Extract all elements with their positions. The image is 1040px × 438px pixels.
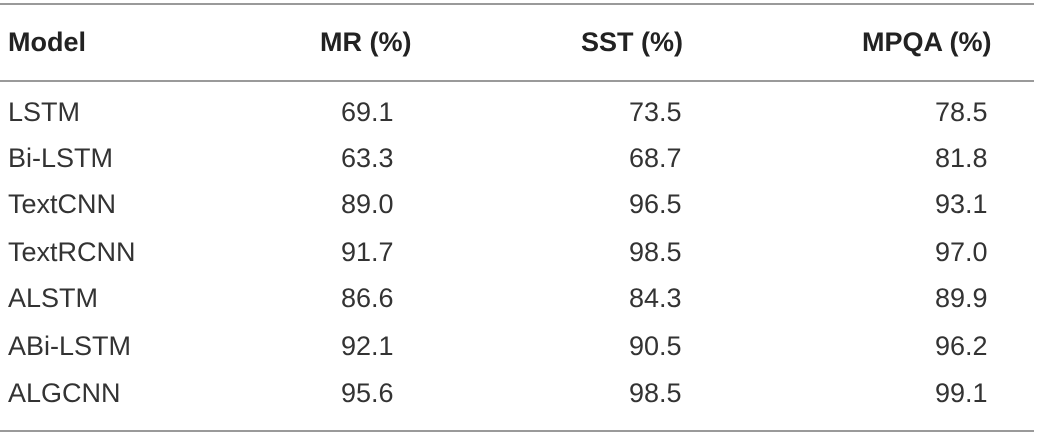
- cell-mr: 91.7: [341, 236, 394, 267]
- cell-mr: 89.0: [341, 188, 394, 219]
- table-row: ALSTM 86.6 84.3 89.9: [0, 275, 1040, 321]
- cell-sst: 90.5: [629, 330, 682, 361]
- cell-sst: 96.5: [629, 188, 682, 219]
- table-row: TextCNN 89.0 96.5 93.1: [0, 181, 1040, 227]
- cell-mpqa: 96.2: [935, 330, 988, 361]
- header-mr: MR (%): [320, 26, 412, 57]
- cell-mr: 95.6: [341, 377, 394, 408]
- cell-mr: 69.1: [341, 96, 394, 127]
- header-sst: SST (%): [581, 26, 684, 57]
- table-row: ABi-LSTM 92.1 90.5 96.2: [0, 323, 1040, 369]
- cell-mpqa: 81.8: [935, 142, 988, 173]
- cell-mr: 92.1: [341, 330, 394, 361]
- cell-sst: 98.5: [629, 236, 682, 267]
- cell-mr: 86.6: [341, 282, 394, 313]
- cell-mpqa: 99.1: [935, 377, 988, 408]
- cell-model: ABi-LSTM: [8, 330, 132, 361]
- header-mpqa: MPQA (%): [862, 26, 992, 57]
- table-row: TextRCNN 91.7 98.5 97.0: [0, 229, 1040, 275]
- table-header-rule: [0, 80, 1034, 82]
- cell-model: TextRCNN: [8, 236, 136, 267]
- cell-model: Bi-LSTM: [8, 142, 114, 173]
- table-bottom-rule: [0, 430, 1034, 432]
- cell-model: ALGCNN: [8, 377, 121, 408]
- cell-mpqa: 78.5: [935, 96, 988, 127]
- table-row: ALGCNN 95.6 98.5 99.1: [0, 370, 1040, 416]
- table-row: Bi-LSTM 63.3 68.7 81.8: [0, 135, 1040, 181]
- table-header-row: Model MR (%) SST (%) MPQA (%): [0, 19, 1040, 65]
- cell-sst: 98.5: [629, 377, 682, 408]
- cell-model: LSTM: [8, 96, 81, 127]
- table-row: LSTM 69.1 73.5 78.5: [0, 89, 1040, 135]
- cell-mpqa: 93.1: [935, 188, 988, 219]
- table-top-rule: [0, 3, 1034, 5]
- cell-model: ALSTM: [8, 282, 99, 313]
- cell-sst: 84.3: [629, 282, 682, 313]
- cell-sst: 68.7: [629, 142, 682, 173]
- header-model: Model: [8, 26, 86, 57]
- cell-mpqa: 97.0: [935, 236, 988, 267]
- cell-sst: 73.5: [629, 96, 682, 127]
- cell-mr: 63.3: [341, 142, 394, 173]
- cell-mpqa: 89.9: [935, 282, 988, 313]
- cell-model: TextCNN: [8, 188, 117, 219]
